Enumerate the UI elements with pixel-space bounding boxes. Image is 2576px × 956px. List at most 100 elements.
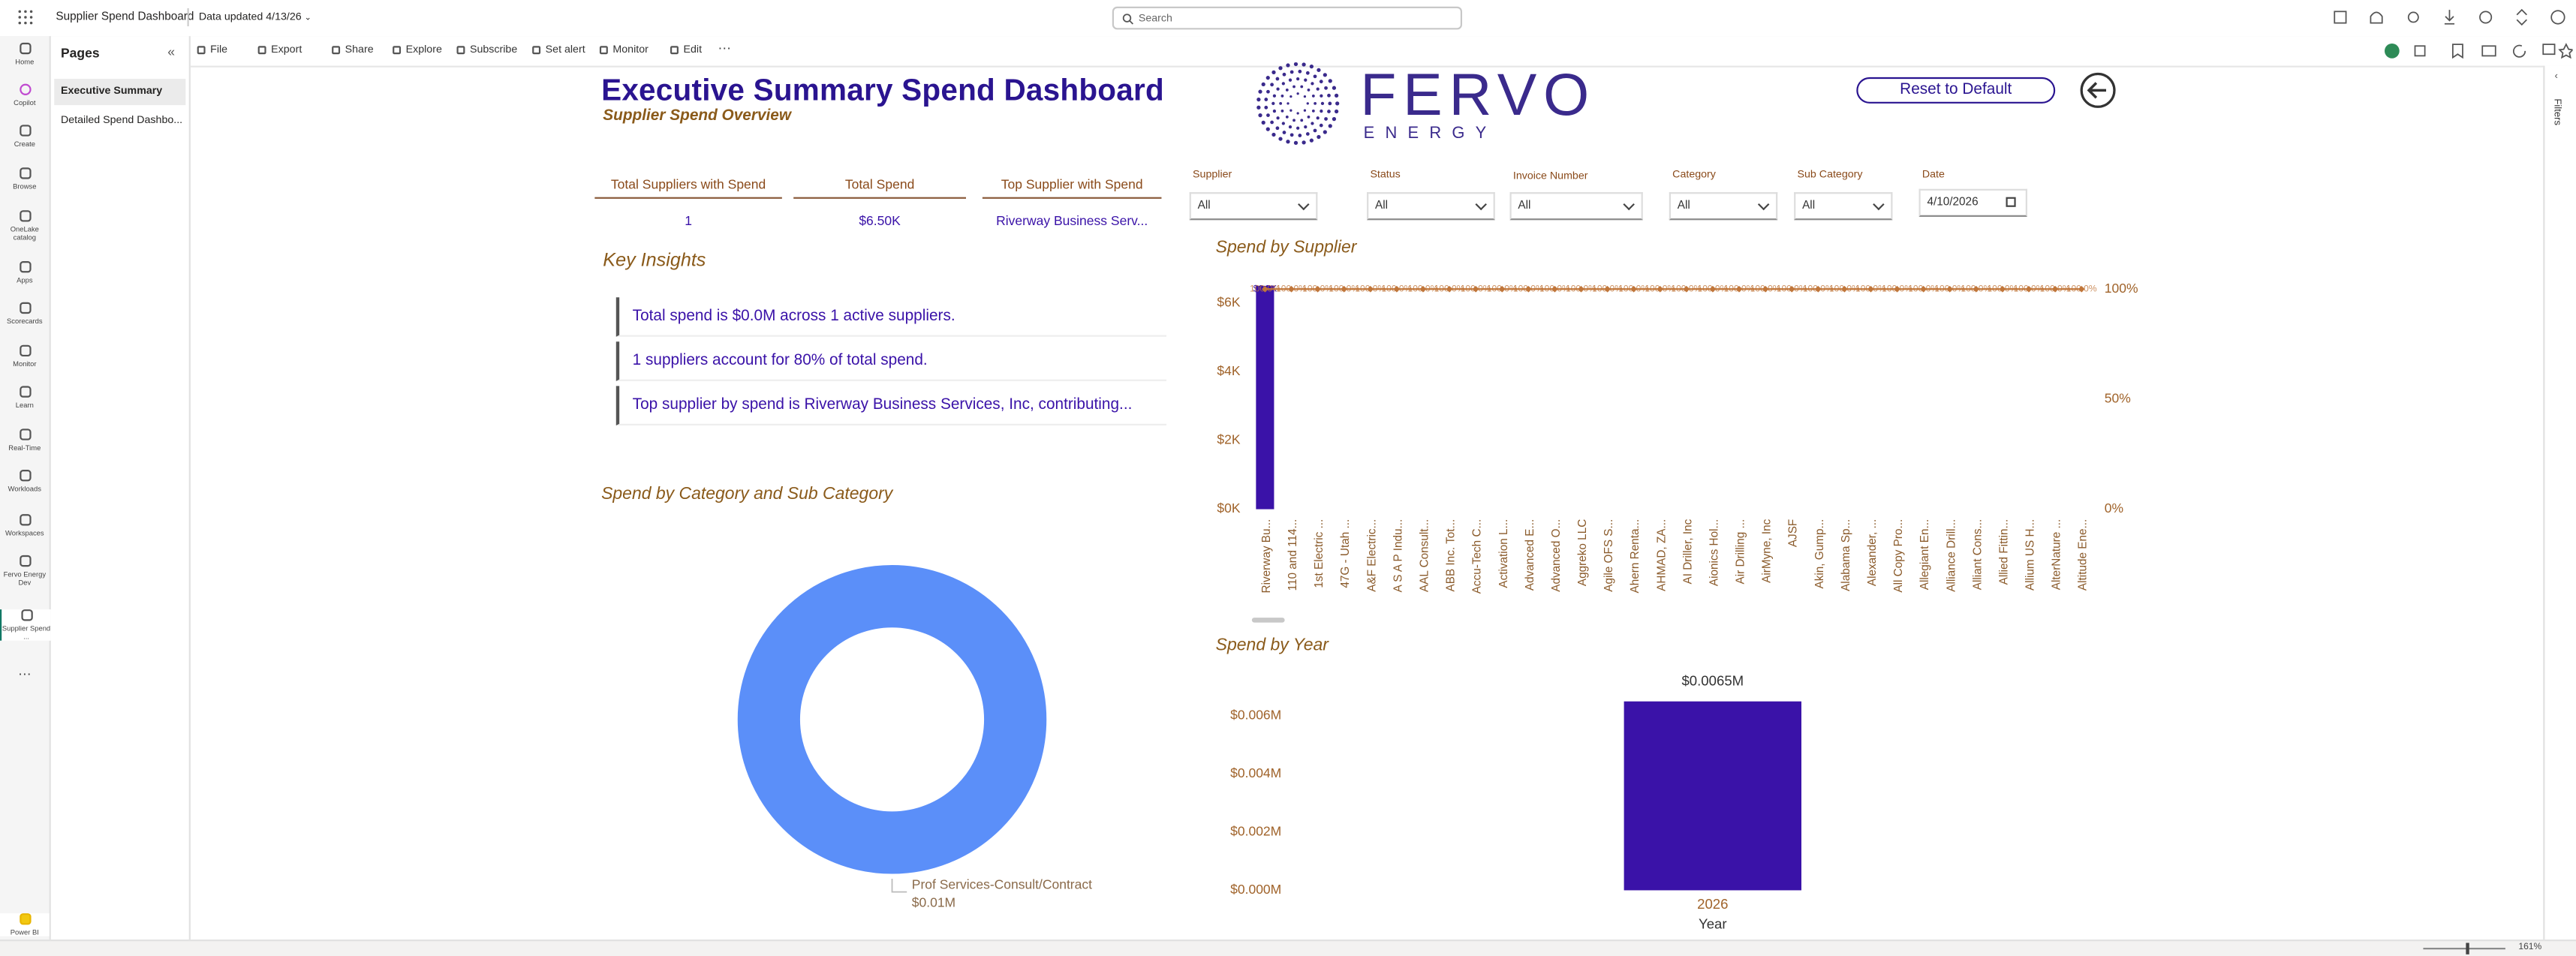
filters-pane[interactable]: ‹ Filters xyxy=(2543,65,2576,940)
comment-icon[interactable] xyxy=(2542,44,2556,56)
nav-item[interactable]: Learn xyxy=(0,386,50,409)
toolbar-button[interactable]: File xyxy=(197,44,227,56)
search-box[interactable]: Search xyxy=(1112,6,1463,30)
x-tick-label: AJSF xyxy=(1787,519,1800,547)
toolbar-button[interactable]: Export xyxy=(257,44,302,56)
nav-item[interactable]: Apps xyxy=(0,261,50,284)
slicer[interactable]: All xyxy=(1794,192,1893,221)
view-icon[interactable] xyxy=(2414,45,2426,57)
layout-icon[interactable] xyxy=(2481,45,2496,57)
nav-label: Learn xyxy=(15,401,34,410)
calendar-icon[interactable] xyxy=(2006,197,2016,207)
logo-dot xyxy=(1258,113,1262,118)
logo-dot xyxy=(1286,102,1290,105)
logo-dot xyxy=(1293,119,1296,122)
panel-icon[interactable] xyxy=(2334,11,2347,24)
nav-more[interactable]: ⋯ xyxy=(18,666,32,682)
line-value-label: 100.0% xyxy=(1566,283,1596,293)
bookmark-icon[interactable] xyxy=(2451,44,2463,59)
data-updated[interactable]: Data updated 4/13/26 ⌄ xyxy=(198,11,311,23)
toolbar-button[interactable]: Subscribe xyxy=(456,44,517,56)
x-tick-label: Accu-Tech C... xyxy=(1471,519,1484,594)
nav-item[interactable]: Scorecards xyxy=(0,302,50,325)
nav-item[interactable]: Fervo Energy Dev xyxy=(0,555,50,586)
slicer[interactable]: All xyxy=(1367,192,1495,221)
logo-dot xyxy=(1319,123,1323,128)
more-options[interactable]: ⋯ xyxy=(718,41,732,56)
chevron xyxy=(1873,198,1885,211)
line-marker xyxy=(1578,285,1584,293)
reset-button[interactable]: Reset to Default xyxy=(1856,77,2056,104)
slicer[interactable]: 4/10/2026 xyxy=(1918,188,2027,217)
nav-item[interactable]: Workloads xyxy=(0,470,50,493)
logo-dot xyxy=(1324,86,1328,90)
scrollbar xyxy=(1251,618,1285,623)
slicer-value: All xyxy=(1518,200,1531,212)
nav-item[interactable]: Browse xyxy=(0,167,50,191)
logo-dot xyxy=(1266,113,1270,118)
app-launcher[interactable] xyxy=(18,10,33,25)
line-value-label: 100.0% xyxy=(1381,283,1412,293)
x-tick-label: AAL Consult... xyxy=(1418,519,1431,592)
card-label: Top Supplier with Spend xyxy=(1001,177,1143,193)
card-underline xyxy=(982,197,1162,199)
line-marker xyxy=(1604,285,1611,293)
zoom-slider[interactable] xyxy=(2423,948,2505,950)
logo-dot xyxy=(1311,95,1315,98)
toolbar-button[interactable]: Explore xyxy=(393,44,442,56)
favorite-icon[interactable] xyxy=(2558,43,2573,59)
page-item[interactable]: Executive Summary xyxy=(54,79,186,106)
status-icon xyxy=(2385,44,2400,59)
logo-dot xyxy=(1293,62,1299,67)
nav-label: Browse xyxy=(13,182,37,191)
nav-item[interactable]: Power BI xyxy=(0,913,50,936)
nav-item[interactable]: OneLake catalog xyxy=(0,210,50,242)
toolbar-button[interactable]: Share xyxy=(332,44,374,56)
help-icon[interactable] xyxy=(2479,11,2493,24)
toolbar-icon xyxy=(599,45,608,54)
back-button[interactable] xyxy=(2078,71,2118,110)
slice-value-label: $0.01M xyxy=(912,895,955,910)
nav-item[interactable]: Supplier Spend ... xyxy=(0,609,51,641)
logo-dot xyxy=(1314,102,1317,105)
toolbar-button[interactable]: Monitor xyxy=(599,44,649,56)
refresh-icon[interactable] xyxy=(2512,44,2526,58)
toolbar-button[interactable]: Set alert xyxy=(532,44,585,56)
nav-item[interactable]: Home xyxy=(0,42,50,66)
slicer[interactable]: All xyxy=(1669,192,1778,221)
nav-item[interactable]: Real-Time xyxy=(0,428,50,452)
nav-icon xyxy=(19,261,31,273)
nav-item[interactable]: Copilot xyxy=(0,83,50,107)
nav-item[interactable]: Workspaces xyxy=(0,514,50,537)
x-tick-label: ABB Inc. Tot... xyxy=(1445,519,1458,592)
bar xyxy=(1256,285,1274,510)
nav-item[interactable]: Create xyxy=(0,125,50,148)
line-value-label: 100.0% xyxy=(1934,283,1965,293)
slicer[interactable]: All xyxy=(1189,192,1318,221)
logo-dot xyxy=(1286,63,1290,68)
download-icon[interactable] xyxy=(2444,10,2455,25)
y-tick-label: $4K xyxy=(1217,363,1240,378)
x-tick-label: Advanced E... xyxy=(1524,519,1536,591)
line-value-label: 100.0% xyxy=(1250,283,1280,293)
card-value: Riverway Business Serv... xyxy=(996,213,1148,229)
toolbar-button[interactable]: Edit xyxy=(670,44,702,56)
slicer[interactable]: All xyxy=(1509,192,1643,221)
line-marker xyxy=(1762,285,1769,293)
zoom-thumb[interactable] xyxy=(2466,942,2469,954)
nav-item[interactable]: Monitor xyxy=(0,344,50,368)
toolbar-right-icons xyxy=(2385,43,2573,59)
line-value-label: 100.0% xyxy=(1882,283,1912,293)
x-tick-label: Altitude Ene... xyxy=(2077,519,2090,591)
page-item[interactable]: Detailed Spend Dashbo... xyxy=(60,115,183,127)
account-icon[interactable] xyxy=(2550,10,2565,25)
collapse-pages[interactable]: « xyxy=(167,44,176,59)
settings-icon[interactable] xyxy=(2407,11,2419,23)
x-tick-label: Allium US H... xyxy=(2024,519,2037,591)
line-marker xyxy=(1894,285,1900,293)
nav-label: Real-Time xyxy=(8,443,41,452)
logo-dot xyxy=(1300,119,1304,122)
share-icon[interactable] xyxy=(2516,8,2527,26)
logo-dot xyxy=(1272,94,1277,98)
notifications-icon[interactable] xyxy=(2370,11,2383,24)
